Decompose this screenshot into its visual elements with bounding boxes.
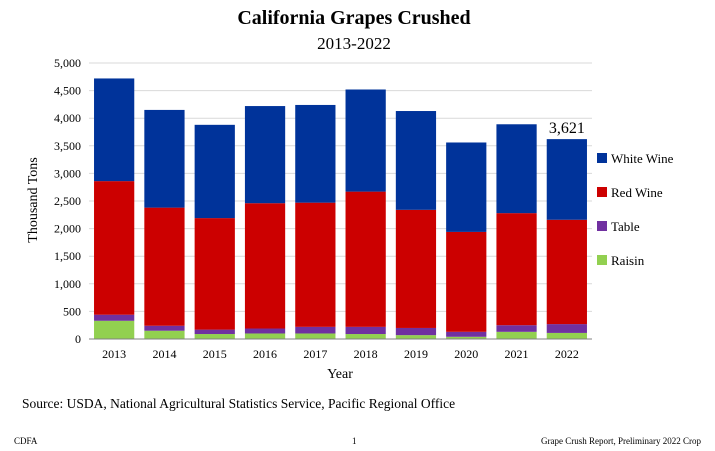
legend-swatch-red-wine bbox=[597, 187, 607, 197]
bar-table-2019 bbox=[395, 327, 437, 336]
bar-raisin-2013 bbox=[94, 320, 135, 339]
bar-white-wine-2016 bbox=[244, 106, 286, 204]
legend-label: White Wine bbox=[611, 151, 674, 166]
y-axis-ticks: 0 500 1,000 1,500 2,000 2,500 3,000 3,500 4,000 4… bbox=[54, 56, 81, 346]
bar-table-2013 bbox=[94, 314, 135, 321]
bar-white-wine-2014 bbox=[144, 109, 185, 208]
bar-table-2017 bbox=[295, 326, 336, 334]
bar-raisin-2020 bbox=[446, 336, 487, 339]
bar-white-wine-2020 bbox=[446, 142, 487, 232]
bar-white-wine-2019 bbox=[395, 111, 437, 210]
x-axis-ticks: 2013 2014 2015 2016 2017 2018 2019 2020 2021 2022 bbox=[102, 347, 579, 361]
legend-swatch-white-wine bbox=[597, 153, 607, 163]
bar-red-wine-2017 bbox=[295, 202, 336, 327]
bar-raisin-2021 bbox=[496, 331, 537, 339]
bar-raisin-2015 bbox=[194, 334, 235, 339]
bar-raisin-2022 bbox=[546, 332, 587, 339]
bar-red-wine-2019 bbox=[395, 209, 437, 328]
x-tick-label: 2022 bbox=[555, 347, 579, 361]
bar-table-2020 bbox=[446, 331, 487, 337]
y-tick-label: 3,000 bbox=[54, 166, 81, 180]
bar-white-wine-2021 bbox=[496, 124, 537, 214]
x-tick-label: 2018 bbox=[354, 347, 378, 361]
legend-swatch-table bbox=[597, 221, 607, 231]
annotations: 3,621 bbox=[549, 120, 585, 137]
bar-white-wine-2022 bbox=[546, 139, 587, 220]
y-tick-label: 4,500 bbox=[54, 84, 81, 98]
x-tick-label: 2021 bbox=[505, 347, 529, 361]
y-tick-label: 2,000 bbox=[54, 222, 81, 236]
stacked-bar-chart: California Grapes Crushed 2013-2022 0 500… bbox=[26, 7, 674, 382]
bar-total-label: 3,621 bbox=[549, 120, 585, 137]
x-tick-label: 2020 bbox=[454, 347, 478, 361]
bar-red-wine-2015 bbox=[194, 218, 235, 330]
y-tick-label: 0 bbox=[75, 332, 81, 346]
x-tick-label: 2015 bbox=[203, 347, 227, 361]
chart-subtitle: 2013-2022 bbox=[317, 34, 391, 53]
legend: White Wine Red Wine Table Raisin bbox=[597, 151, 674, 268]
bar-raisin-2019 bbox=[395, 335, 437, 339]
bar-table-2022 bbox=[546, 324, 587, 333]
bar-table-2018 bbox=[345, 326, 386, 335]
bar-white-wine-2015 bbox=[194, 124, 235, 219]
bar-white-wine-2013 bbox=[94, 78, 135, 182]
legend-swatch-raisin bbox=[597, 255, 607, 265]
bars bbox=[94, 78, 587, 339]
x-tick-label: 2017 bbox=[303, 347, 327, 361]
x-tick-label: 2014 bbox=[152, 347, 176, 361]
x-tick-label: 2016 bbox=[253, 347, 277, 361]
x-axis-label: Year bbox=[327, 367, 353, 382]
bar-table-2021 bbox=[496, 325, 537, 332]
bar-table-2014 bbox=[144, 325, 185, 331]
bar-white-wine-2017 bbox=[295, 104, 336, 203]
y-tick-label: 1,500 bbox=[54, 249, 81, 263]
chart-title: California Grapes Crushed bbox=[237, 7, 470, 29]
bar-raisin-2014 bbox=[144, 330, 185, 339]
bar-raisin-2017 bbox=[295, 333, 336, 339]
bar-red-wine-2021 bbox=[496, 213, 537, 326]
bar-raisin-2018 bbox=[345, 334, 386, 339]
legend-label: Raisin bbox=[611, 253, 645, 268]
bar-red-wine-2014 bbox=[144, 207, 185, 326]
bar-red-wine-2013 bbox=[94, 181, 135, 315]
footer-right: Grape Crush Report, Preliminary 2022 Cro… bbox=[541, 436, 701, 446]
footer-page-number: 1 bbox=[352, 436, 357, 446]
y-tick-label: 3,500 bbox=[54, 139, 81, 153]
y-tick-label: 1,000 bbox=[54, 277, 81, 291]
bar-raisin-2016 bbox=[244, 333, 286, 339]
legend-label: Red Wine bbox=[611, 185, 663, 200]
bar-table-2016 bbox=[244, 328, 286, 334]
y-tick-label: 500 bbox=[63, 304, 81, 318]
bar-table-2015 bbox=[194, 329, 235, 335]
y-axis-label: Thousand Tons bbox=[26, 157, 41, 242]
bar-red-wine-2020 bbox=[446, 231, 487, 332]
bar-red-wine-2018 bbox=[345, 191, 386, 327]
y-tick-label: 5,000 bbox=[54, 56, 81, 70]
footer-left: CDFA bbox=[14, 436, 38, 446]
x-tick-label: 2013 bbox=[102, 347, 126, 361]
y-tick-label: 4,000 bbox=[54, 111, 81, 125]
x-tick-label: 2019 bbox=[404, 347, 428, 361]
bar-red-wine-2022 bbox=[546, 219, 587, 325]
legend-label: Table bbox=[611, 219, 640, 234]
source-note: Source: USDA, National Agricultural Stat… bbox=[22, 396, 456, 411]
bar-white-wine-2018 bbox=[345, 89, 386, 192]
y-tick-label: 2,500 bbox=[54, 194, 81, 208]
bar-red-wine-2016 bbox=[244, 203, 286, 329]
